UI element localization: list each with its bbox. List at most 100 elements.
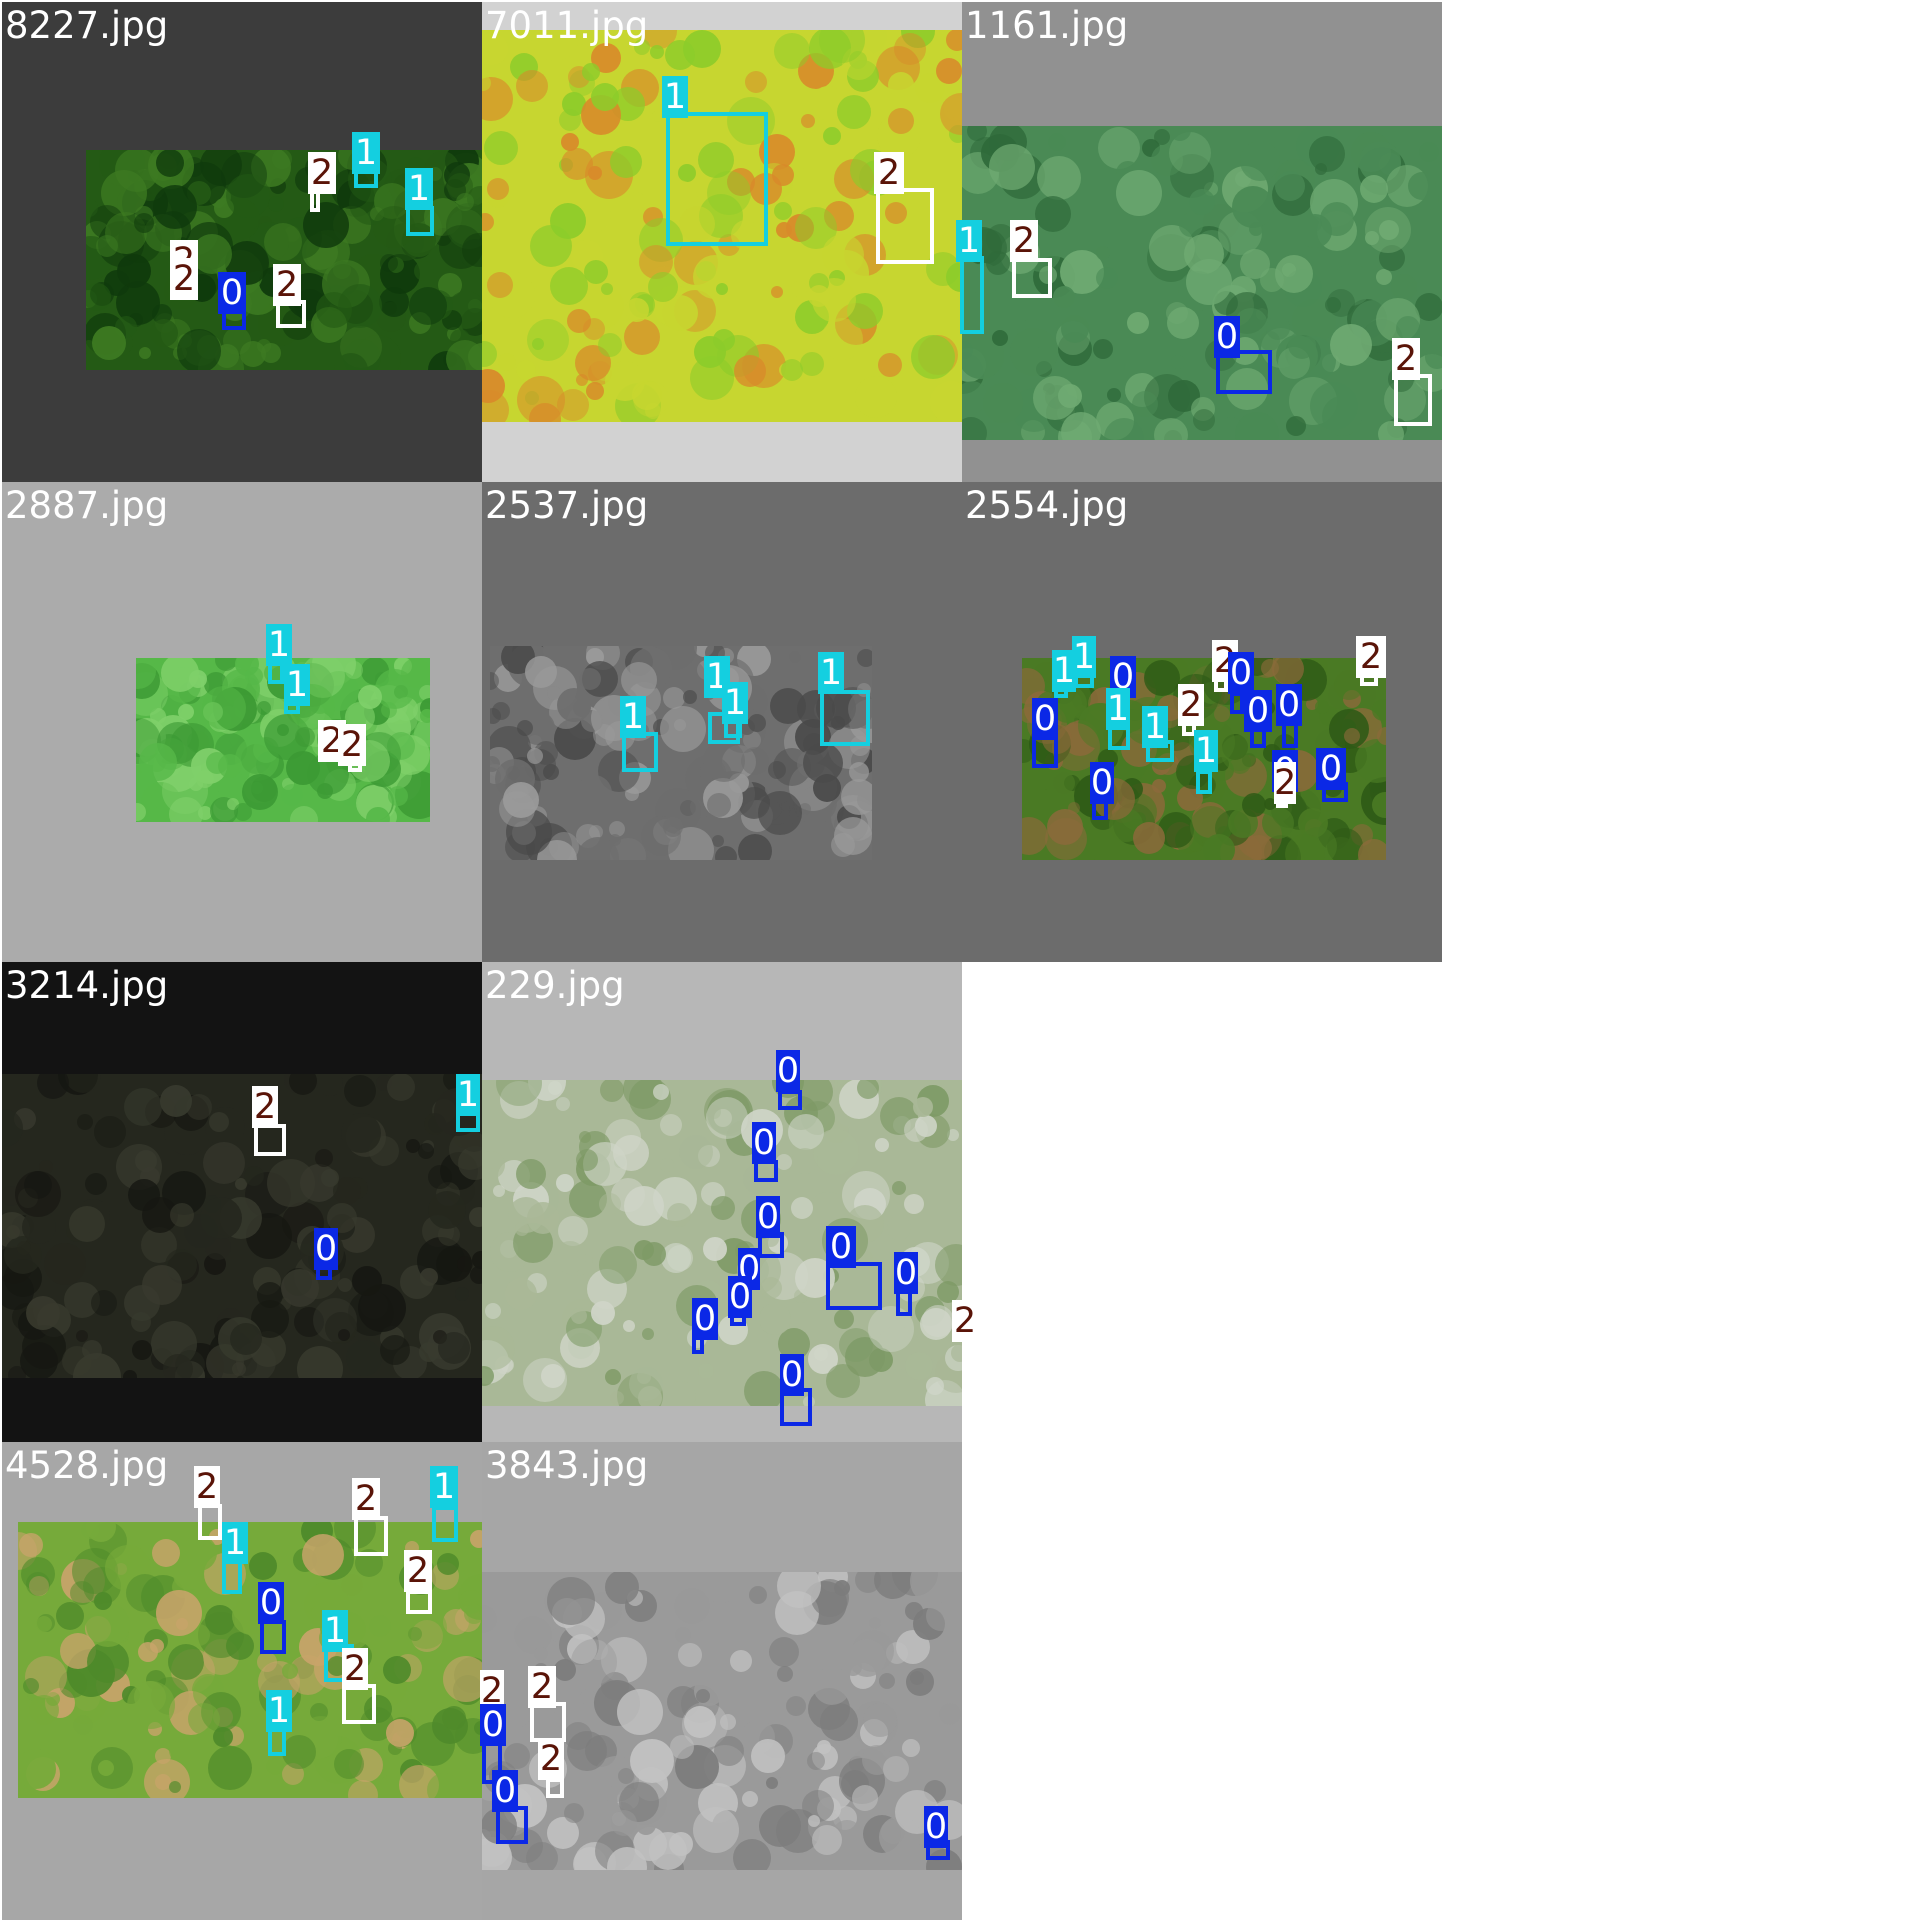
detection-box bbox=[1394, 374, 1432, 426]
tile-filename: 3843.jpg bbox=[485, 1444, 649, 1487]
detection-box bbox=[354, 1516, 388, 1556]
class-label: 2 bbox=[1356, 636, 1386, 678]
tile-filename: 2554.jpg bbox=[965, 484, 1129, 527]
class-label: 0 bbox=[1276, 684, 1302, 726]
class-label: 1 bbox=[1106, 688, 1130, 730]
detection-box bbox=[406, 1590, 432, 1614]
detection-box bbox=[546, 1778, 564, 1798]
tile-filename: 4528.jpg bbox=[5, 1444, 169, 1487]
class-label: 0 bbox=[1244, 690, 1272, 732]
class-label: 0 bbox=[756, 1196, 780, 1238]
class-label: 0 bbox=[894, 1252, 918, 1294]
class-label: 1 bbox=[322, 1610, 348, 1652]
class-label: 1 bbox=[1052, 650, 1076, 692]
class-label: 2 bbox=[342, 1648, 368, 1690]
tile-filename: 8227.jpg bbox=[5, 4, 169, 47]
detection-box bbox=[826, 1262, 882, 1310]
class-label: 2 bbox=[874, 152, 904, 194]
detection-box bbox=[820, 690, 870, 746]
detection-box bbox=[622, 732, 658, 772]
tile-filename: 1161.jpg bbox=[965, 4, 1129, 47]
tile-filename: 7011.jpg bbox=[485, 4, 649, 47]
class-label: 1 bbox=[430, 1466, 458, 1508]
aerial-photo bbox=[482, 1060, 962, 1420]
aerial-photo bbox=[2, 1055, 482, 1401]
class-label: 1 bbox=[956, 220, 982, 262]
detection-box bbox=[1216, 350, 1272, 394]
mosaic-tile: 3214.jpg bbox=[2, 962, 482, 1442]
class-label: 1 bbox=[284, 664, 310, 706]
mosaic-tile: 229.jpg bbox=[482, 962, 962, 1442]
class-label: 2 bbox=[1274, 762, 1297, 804]
class-label: 2 bbox=[1178, 684, 1204, 726]
class-label: 0 bbox=[1090, 762, 1114, 804]
detection-box bbox=[666, 112, 768, 246]
detection-box bbox=[342, 1684, 376, 1724]
aerial-photo bbox=[482, 13, 962, 435]
detection-box bbox=[254, 1124, 286, 1156]
class-label: 1 bbox=[662, 76, 688, 118]
mosaic-tile: 2537.jpg bbox=[482, 482, 962, 962]
class-label: 0 bbox=[1316, 748, 1346, 790]
tile-filename: 2887.jpg bbox=[5, 484, 169, 527]
tile-filename: 2537.jpg bbox=[485, 484, 649, 527]
class-label: 2 bbox=[308, 152, 336, 194]
class-label: 0 bbox=[780, 1354, 804, 1396]
detection-box bbox=[876, 188, 934, 264]
class-label: 2 bbox=[1392, 338, 1420, 380]
class-label: 0 bbox=[492, 1770, 518, 1812]
class-label: 0 bbox=[826, 1226, 856, 1268]
class-label: 2 bbox=[252, 1086, 278, 1128]
class-label: 2 bbox=[952, 1300, 978, 1342]
mosaic-tile: 2554.jpg bbox=[962, 482, 1442, 962]
class-label: 2 bbox=[404, 1550, 432, 1592]
mosaic-tile: 8227.jpg bbox=[2, 2, 482, 482]
class-label: 1 bbox=[222, 1522, 248, 1564]
detection-box bbox=[222, 1560, 242, 1594]
class-label: 0 bbox=[1214, 316, 1240, 358]
class-label: 2 bbox=[170, 258, 198, 300]
detection-box bbox=[778, 1090, 802, 1110]
class-label: 0 bbox=[776, 1050, 800, 1092]
class-label: 0 bbox=[1228, 652, 1254, 694]
tile-filename: 229.jpg bbox=[485, 964, 625, 1007]
detection-box bbox=[406, 206, 434, 236]
class-label: 2 bbox=[352, 1478, 380, 1520]
aerial-photo bbox=[482, 626, 893, 880]
class-label: 1 bbox=[456, 1074, 480, 1116]
class-label: 2 bbox=[194, 1466, 220, 1508]
class-label: 0 bbox=[752, 1122, 776, 1164]
detection-box bbox=[960, 256, 984, 334]
class-label: 1 bbox=[1142, 706, 1168, 748]
class-label: 1 bbox=[352, 132, 380, 174]
detection-box bbox=[260, 1620, 286, 1654]
mosaic-tile: 7011.jpg bbox=[482, 2, 962, 482]
detection-box bbox=[1230, 692, 1244, 714]
detection-box bbox=[1032, 736, 1058, 768]
detection-box bbox=[1012, 258, 1052, 298]
class-label: 0 bbox=[1032, 698, 1058, 740]
class-label: 0 bbox=[480, 1704, 506, 1746]
detection-box bbox=[530, 1702, 566, 1742]
class-label: 2 bbox=[538, 1738, 564, 1780]
class-label: 0 bbox=[258, 1582, 284, 1624]
class-label: 0 bbox=[924, 1806, 948, 1848]
class-label: 2 bbox=[528, 1666, 556, 1708]
class-label: 1 bbox=[266, 1690, 292, 1732]
class-label: 1 bbox=[1072, 636, 1096, 678]
mosaic-tile: 4528.jpg bbox=[2, 1442, 482, 1920]
class-label: 1 bbox=[266, 624, 292, 666]
class-label: 1 bbox=[1194, 730, 1218, 772]
mosaic-tile: 2887.jpg bbox=[2, 482, 482, 962]
class-label: 0 bbox=[218, 272, 246, 314]
class-label: 0 bbox=[728, 1276, 752, 1318]
class-label: 2 bbox=[338, 724, 366, 766]
class-label: 1 bbox=[405, 168, 433, 210]
class-label: 2 bbox=[1010, 220, 1038, 262]
detection-box bbox=[198, 1504, 222, 1540]
tile-filename: 3214.jpg bbox=[5, 964, 169, 1007]
class-label: 1 bbox=[722, 682, 748, 724]
class-label: 1 bbox=[620, 696, 646, 738]
detection-box bbox=[1196, 770, 1212, 794]
